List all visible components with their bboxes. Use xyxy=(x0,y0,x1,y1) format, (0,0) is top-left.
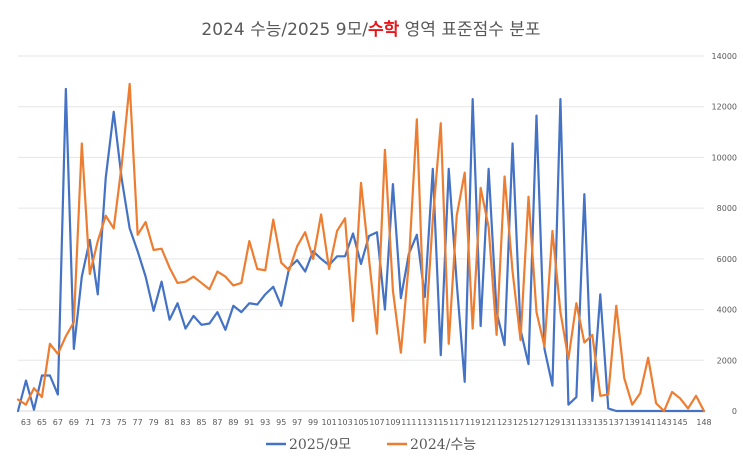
x-tick-label: 89 xyxy=(228,418,238,427)
legend: 2025/9모 2024/수능 xyxy=(266,437,476,453)
x-tick-label: 123 xyxy=(497,418,512,427)
x-tick-label: 79 xyxy=(149,418,159,427)
x-tick-label: 77 xyxy=(133,418,143,427)
x-tick-label: 145 xyxy=(672,418,687,427)
x-tick-label: 115 xyxy=(433,418,448,427)
x-tick-label: 119 xyxy=(465,418,480,427)
x-tick-label: 65 xyxy=(37,418,47,427)
x-tick-label: 148 xyxy=(696,418,711,427)
x-tick-label: 63 xyxy=(21,418,31,427)
x-tick-label: 131 xyxy=(561,418,576,427)
y-tick-label: 6000 xyxy=(717,255,737,264)
x-tick-label: 75 xyxy=(117,418,127,427)
x-tick-label: 103 xyxy=(337,418,352,427)
y-tick-label: 8000 xyxy=(717,204,737,213)
axes: 0 2000 4000 6000 8000 10000 12000 14000 63 65 67 69… xyxy=(18,52,737,427)
chart-title-accent: 수학 xyxy=(368,20,400,40)
x-tick-label: 97 xyxy=(292,418,302,427)
x-tick-label: 81 xyxy=(164,418,174,427)
x-tick-label: 133 xyxy=(577,418,592,427)
y-tick-label: 4000 xyxy=(717,306,737,315)
x-tick-label: 121 xyxy=(481,418,496,427)
legend-label-1: 2025/9모 xyxy=(289,437,351,453)
x-tick-label: 67 xyxy=(53,418,63,427)
x-tick-label: 141 xyxy=(641,418,656,427)
x-tick-label: 117 xyxy=(449,418,464,427)
x-tick-label: 73 xyxy=(101,418,111,427)
series-line-1 xyxy=(16,87,706,413)
x-tick-label: 69 xyxy=(69,418,79,427)
x-tick-label: 107 xyxy=(369,418,384,427)
y-tick-label: 10000 xyxy=(712,153,737,162)
x-tick-label: 85 xyxy=(196,418,206,427)
x-tick-label: 143 xyxy=(656,418,671,427)
y-tick-label: 2000 xyxy=(717,356,737,365)
chart-title-prefix: 2024 수능/2025 9모/ xyxy=(201,20,368,40)
x-tick-label: 93 xyxy=(260,418,270,427)
y-tick-label: 12000 xyxy=(712,103,737,112)
x-tick-label: 91 xyxy=(244,418,254,427)
x-tick-label: 87 xyxy=(212,418,222,427)
x-tick-label: 125 xyxy=(513,418,528,427)
y-tick-label: 0 xyxy=(732,407,737,416)
chart-title: 2024 수능/2025 9모/수학 영역 표준점수 분포 xyxy=(201,20,540,40)
x-tick-label: 83 xyxy=(180,418,190,427)
gridlines xyxy=(18,55,704,361)
series-lines xyxy=(16,82,706,413)
y-tick-label: 14000 xyxy=(712,52,737,61)
x-tick-label: 139 xyxy=(625,418,640,427)
x-tick-label: 135 xyxy=(593,418,608,427)
x-tick-label: 71 xyxy=(85,418,95,427)
chart-title-suffix: 영역 표준점수 분포 xyxy=(399,20,540,40)
x-tick-label: 99 xyxy=(308,418,318,427)
x-tick-label: 113 xyxy=(417,418,432,427)
x-tick-label: 129 xyxy=(545,418,560,427)
x-tick-label: 137 xyxy=(609,418,624,427)
x-tick-label: 127 xyxy=(529,418,544,427)
x-tick-label: 111 xyxy=(401,418,416,427)
x-tick-label: 105 xyxy=(353,418,368,427)
legend-label-2: 2024/수능 xyxy=(410,437,476,453)
x-tick-label: 95 xyxy=(276,418,286,427)
x-tick-label: 109 xyxy=(385,418,400,427)
x-tick-label: 101 xyxy=(321,418,336,427)
series-line-2 xyxy=(16,82,706,413)
